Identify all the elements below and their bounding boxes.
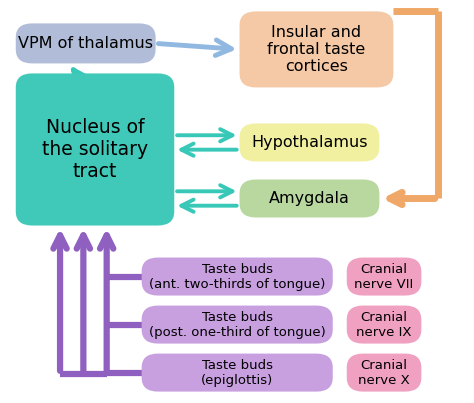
FancyBboxPatch shape: [239, 123, 379, 162]
FancyBboxPatch shape: [16, 73, 174, 226]
FancyBboxPatch shape: [142, 305, 333, 344]
Text: Cranial
nerve X: Cranial nerve X: [358, 359, 410, 386]
Text: Taste buds
(epiglottis): Taste buds (epiglottis): [201, 359, 273, 386]
Text: VPM of thalamus: VPM of thalamus: [18, 36, 153, 51]
Text: Cranial
nerve IX: Cranial nerve IX: [356, 311, 412, 339]
FancyBboxPatch shape: [142, 258, 333, 295]
Text: Amygdala: Amygdala: [269, 191, 350, 206]
FancyBboxPatch shape: [16, 23, 155, 63]
FancyBboxPatch shape: [239, 179, 379, 218]
FancyBboxPatch shape: [239, 11, 393, 87]
FancyBboxPatch shape: [347, 305, 421, 344]
FancyBboxPatch shape: [142, 353, 333, 392]
Text: Taste buds
(post. one-third of tongue): Taste buds (post. one-third of tongue): [149, 311, 326, 339]
Text: Insular and
frontal taste
cortices: Insular and frontal taste cortices: [267, 25, 365, 74]
FancyBboxPatch shape: [347, 258, 421, 295]
Text: Taste buds
(ant. two-thirds of tongue): Taste buds (ant. two-thirds of tongue): [149, 262, 325, 291]
Text: Hypothalamus: Hypothalamus: [251, 135, 368, 150]
Text: Cranial
nerve VII: Cranial nerve VII: [355, 262, 414, 291]
Text: Nucleus of
the solitary
tract: Nucleus of the solitary tract: [42, 118, 148, 181]
FancyBboxPatch shape: [347, 353, 421, 392]
